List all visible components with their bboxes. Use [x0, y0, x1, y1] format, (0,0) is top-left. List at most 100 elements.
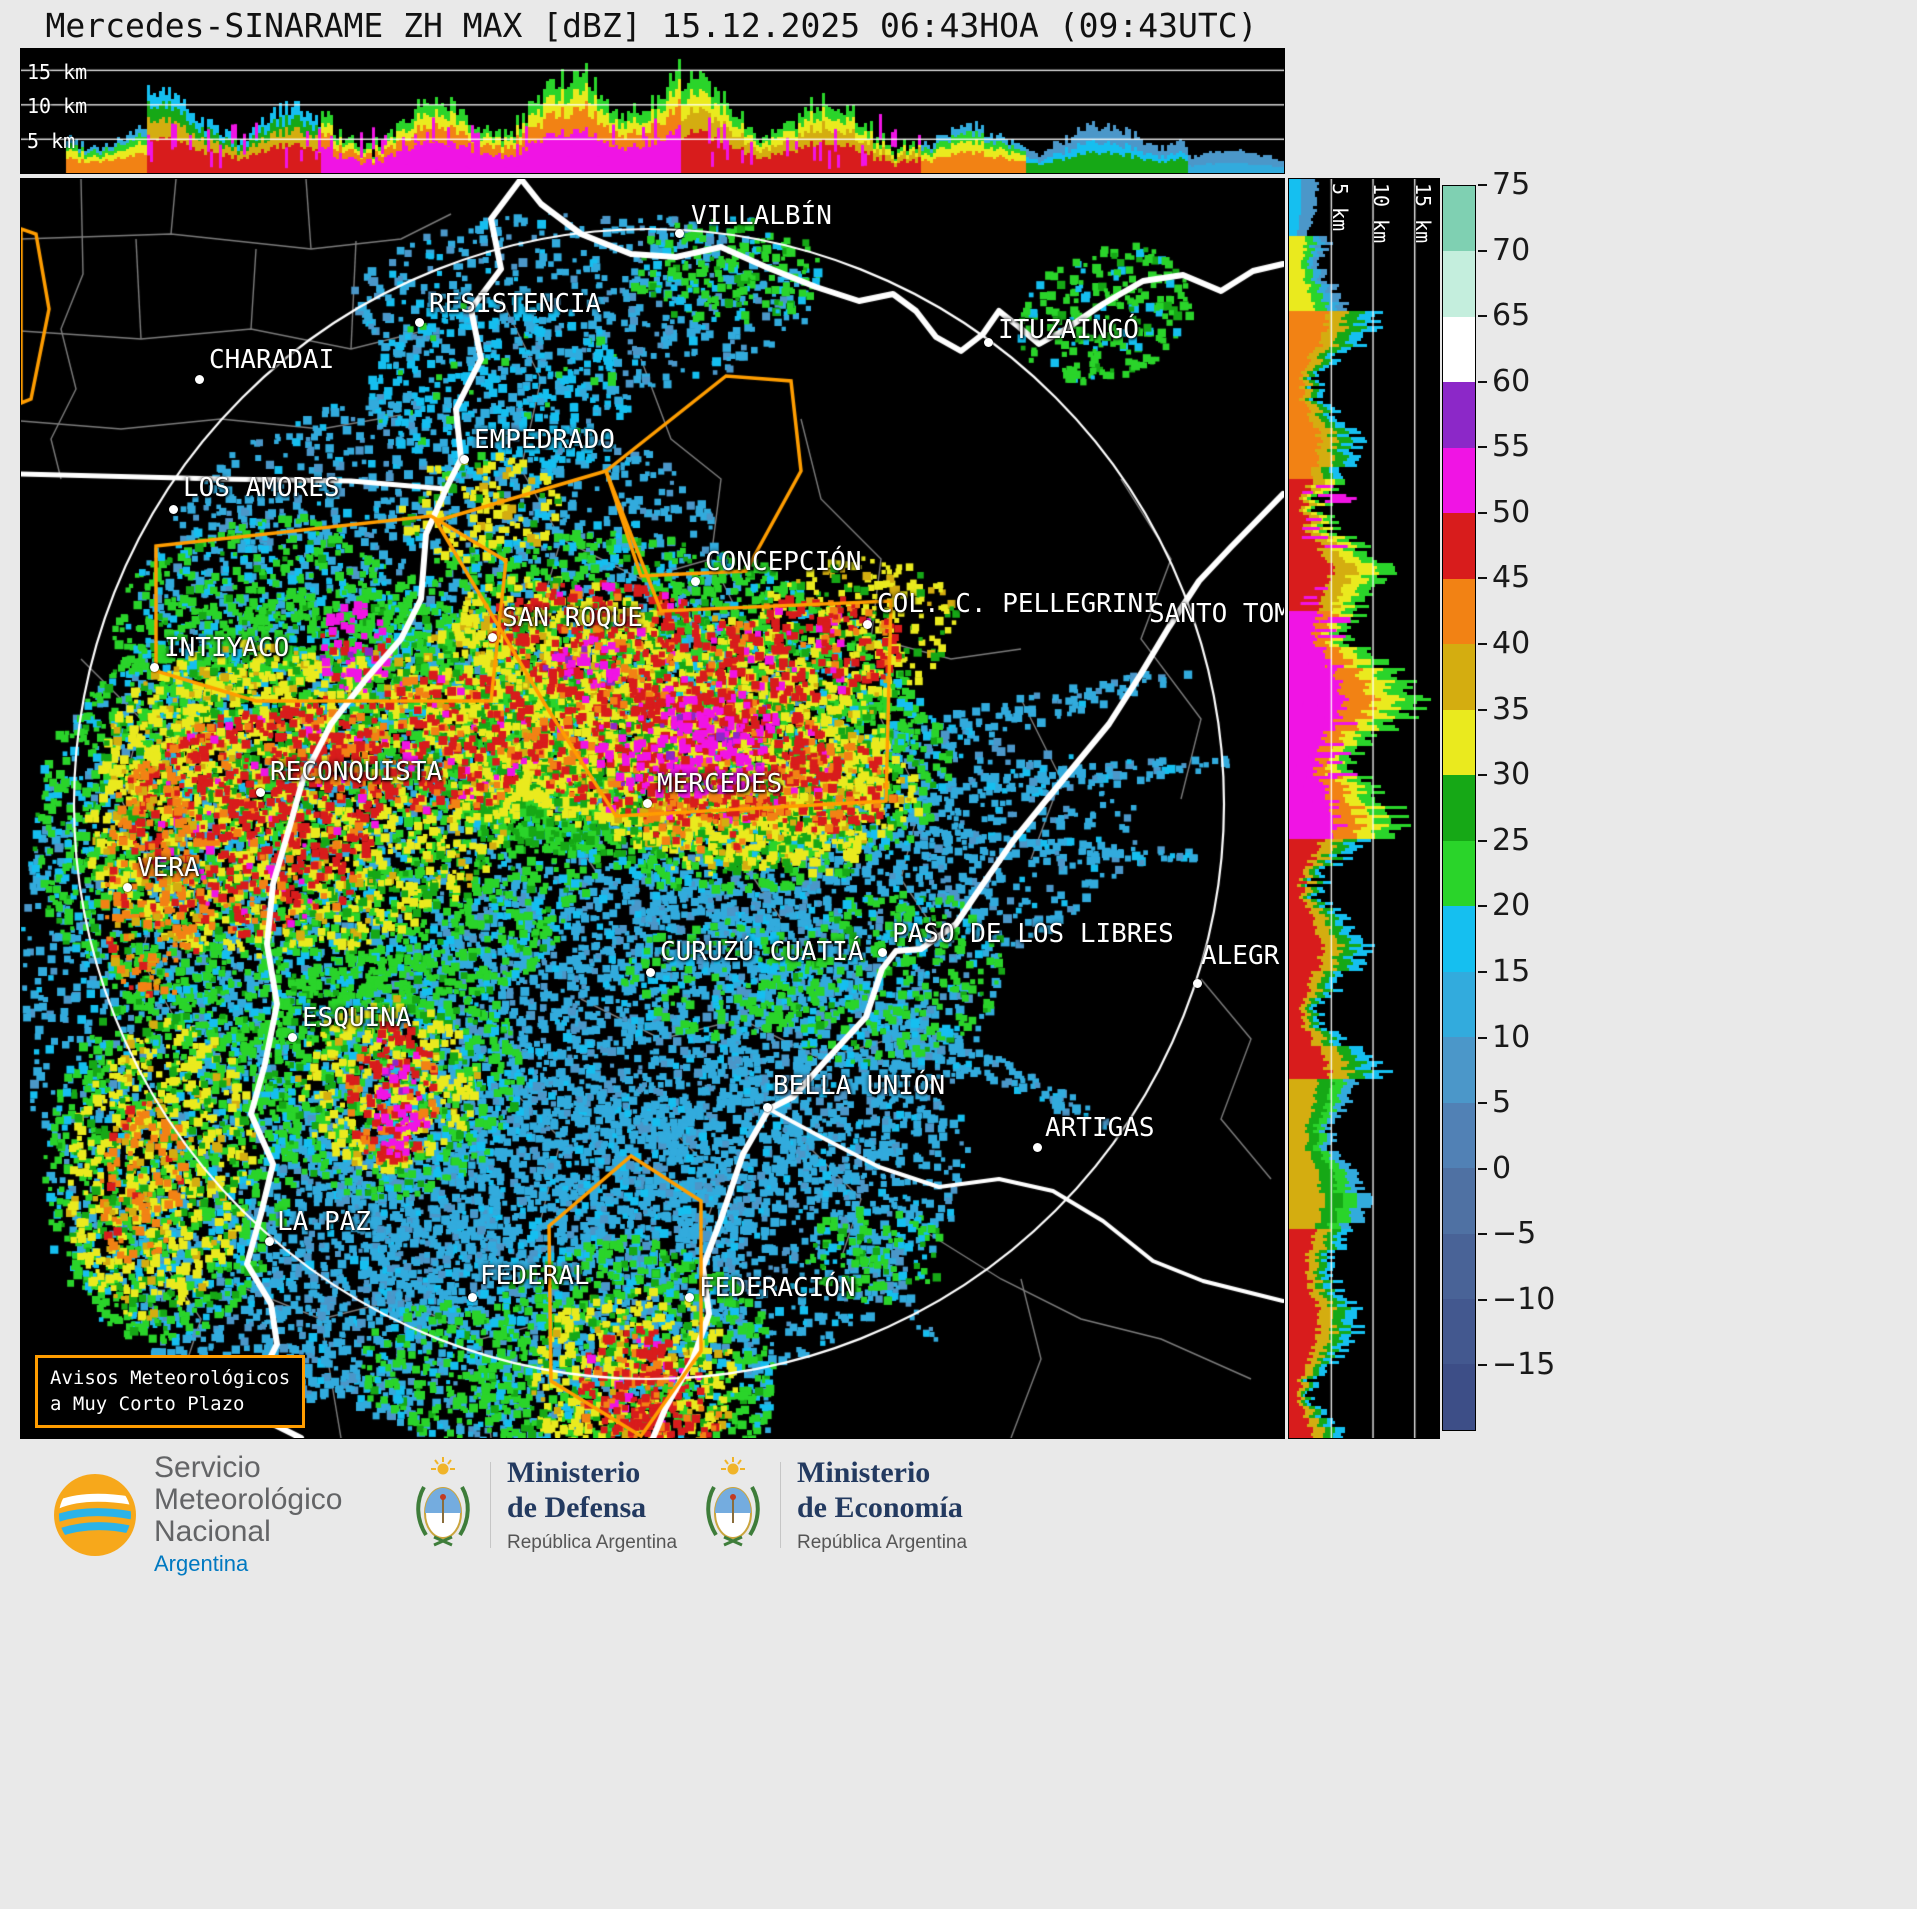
colorbar-tick-label: 30 [1492, 757, 1531, 793]
colorbar-tick-mark [1478, 1167, 1487, 1170]
height-label: 10 km [1369, 183, 1394, 244]
city-label: LOS AMORES [183, 473, 340, 503]
radar-map-canvas [21, 179, 1284, 1438]
product-title: Mercedes-SINARAME ZH MAX [dBZ] 15.12.202… [45, 6, 1258, 45]
city-label: ARTIGAS [1045, 1113, 1155, 1143]
colorbar-tick-mark [1478, 1233, 1487, 1236]
colorbar-tick-label: 45 [1492, 560, 1531, 596]
colorbar-tick-label: 50 [1492, 494, 1531, 530]
city-label: SAN ROQUE [502, 603, 643, 633]
colorbar-tick-label: 40 [1492, 626, 1531, 662]
colorbar-tick-mark [1478, 446, 1487, 449]
colorbar-tick-mark [1478, 577, 1487, 580]
colorbar-tick-label: 20 [1492, 888, 1531, 924]
colorbar-segment [1443, 840, 1475, 907]
colorbar-tick-label: 65 [1492, 298, 1531, 334]
colorbar-segment [1443, 1037, 1475, 1103]
right-profile-panel: 5 km 10 km 15 km [1288, 178, 1440, 1439]
colorbar-tick-label: 10 [1492, 1019, 1531, 1055]
top-profile-panel: 15 km 10 km 5 km [20, 48, 1285, 174]
height-label: 15 km [27, 59, 88, 84]
city-dot [984, 338, 993, 347]
city-label: FEDERAL [480, 1261, 590, 1291]
colorbar-tick-label: 15 [1492, 953, 1531, 989]
colorbar-tick-mark [1478, 1298, 1487, 1301]
smn-country: Argentina [154, 1551, 249, 1577]
height-label: 10 km [27, 94, 88, 119]
colorbar-segment [1443, 186, 1475, 252]
city-dot [646, 968, 655, 977]
height-label: 15 km [1411, 183, 1435, 244]
city-dot [288, 1033, 297, 1042]
colorbar-segment [1443, 1102, 1475, 1169]
ministerio-defensa-block: Ministerio de Defensa República Argentin… [412, 1456, 677, 1554]
city-label: ESQUINA [302, 1003, 412, 1033]
defensa-line-2: de Defensa [507, 1490, 647, 1524]
height-label: 5 km [1327, 183, 1352, 232]
colorbar-segment [1443, 251, 1475, 317]
city-label: BELLA UNIÓN [773, 1071, 946, 1101]
warning-legend-box: Avisos Meteorológicos a Muy Corto Plazo [35, 1355, 306, 1429]
smn-line-3: Nacional [154, 1515, 271, 1549]
map-panel: VILLALBÍN RESISTENCIA CHARADAI ITUZAINGÓ EMP… [20, 178, 1285, 1439]
right-profile-canvas [1289, 179, 1439, 1438]
colorbar-tick-mark [1478, 1364, 1487, 1367]
city-dot [256, 788, 265, 797]
colorbar-tick-mark [1478, 380, 1487, 383]
colorbar-tick-mark [1478, 249, 1487, 252]
colorbar-segment [1443, 1364, 1475, 1430]
city-dot [150, 663, 159, 672]
smn-logo-icon [54, 1473, 136, 1556]
economia-line-2: de Economía [797, 1490, 963, 1524]
colorbar-tick-label: 0 [1492, 1150, 1512, 1186]
economia-sub: República Argentina [797, 1532, 968, 1553]
legend-line-2: a Muy Corto Plazo [50, 1392, 245, 1415]
logo-divider [490, 1462, 491, 1548]
city-dot [763, 1103, 772, 1112]
colorbar-tick-label: 5 [1492, 1085, 1512, 1121]
colorbar-segment [1443, 513, 1475, 579]
city-label: COL. C. PELLEGRINI [877, 589, 1159, 619]
city-dot [863, 620, 872, 629]
colorbar-segment [1443, 775, 1475, 841]
colorbar-tick-label: −5 [1492, 1216, 1537, 1252]
colorbar-tick-mark [1478, 970, 1487, 973]
city-dot [675, 229, 684, 238]
smn-line-1: Servicio [154, 1451, 261, 1484]
city-label: ITUZAINGÓ [998, 315, 1139, 345]
ministerio-economia-block: Ministerio de Economía República Argenti… [702, 1456, 967, 1554]
logo-divider [780, 1462, 781, 1548]
city-label: RECONQUISTA [270, 757, 443, 787]
defensa-sub: República Argentina [507, 1532, 678, 1553]
colorbar-tick-label: −10 [1492, 1281, 1556, 1317]
coat-of-arms-icon [706, 1457, 760, 1547]
defensa-line-1: Ministerio [507, 1456, 641, 1489]
colorbar-segment [1443, 1298, 1475, 1365]
colorbar-segment [1443, 578, 1475, 645]
colorbar-segment [1443, 906, 1475, 972]
colorbar-segment [1443, 1168, 1475, 1234]
colorbar-tick-mark [1478, 643, 1487, 646]
city-dot [415, 318, 424, 327]
smn-text: Servicio Meteorológico Nacional Argentin… [154, 1451, 343, 1577]
city-label: ALEGR [1201, 941, 1280, 971]
colorbar-tick-label: 60 [1492, 363, 1531, 399]
city-label: VILLALBÍN [691, 201, 832, 231]
city-label: INTIYACO [164, 633, 290, 663]
city-label: MERCEDES [657, 769, 783, 799]
city-label: CONCEPCIÓN [705, 547, 862, 577]
colorbar-tick-label: 70 [1492, 232, 1531, 268]
city-dot [265, 1237, 274, 1246]
smn-line-2: Meteorológico [154, 1483, 343, 1517]
dbz-colorbar [1442, 185, 1476, 1431]
city-dot [691, 577, 700, 586]
colorbar-segment [1443, 447, 1475, 514]
colorbar-segment [1443, 644, 1475, 710]
city-dot [1193, 979, 1202, 988]
city-dot [643, 799, 652, 808]
colorbar-tick-mark [1478, 511, 1487, 514]
smn-logo-block: Servicio Meteorológico Nacional Argentin… [52, 1451, 343, 1577]
city-dot [195, 375, 204, 384]
ministerio-economia-text: Ministerio de Economía República Argenti… [797, 1456, 967, 1554]
colorbar-tick-mark [1478, 315, 1487, 318]
